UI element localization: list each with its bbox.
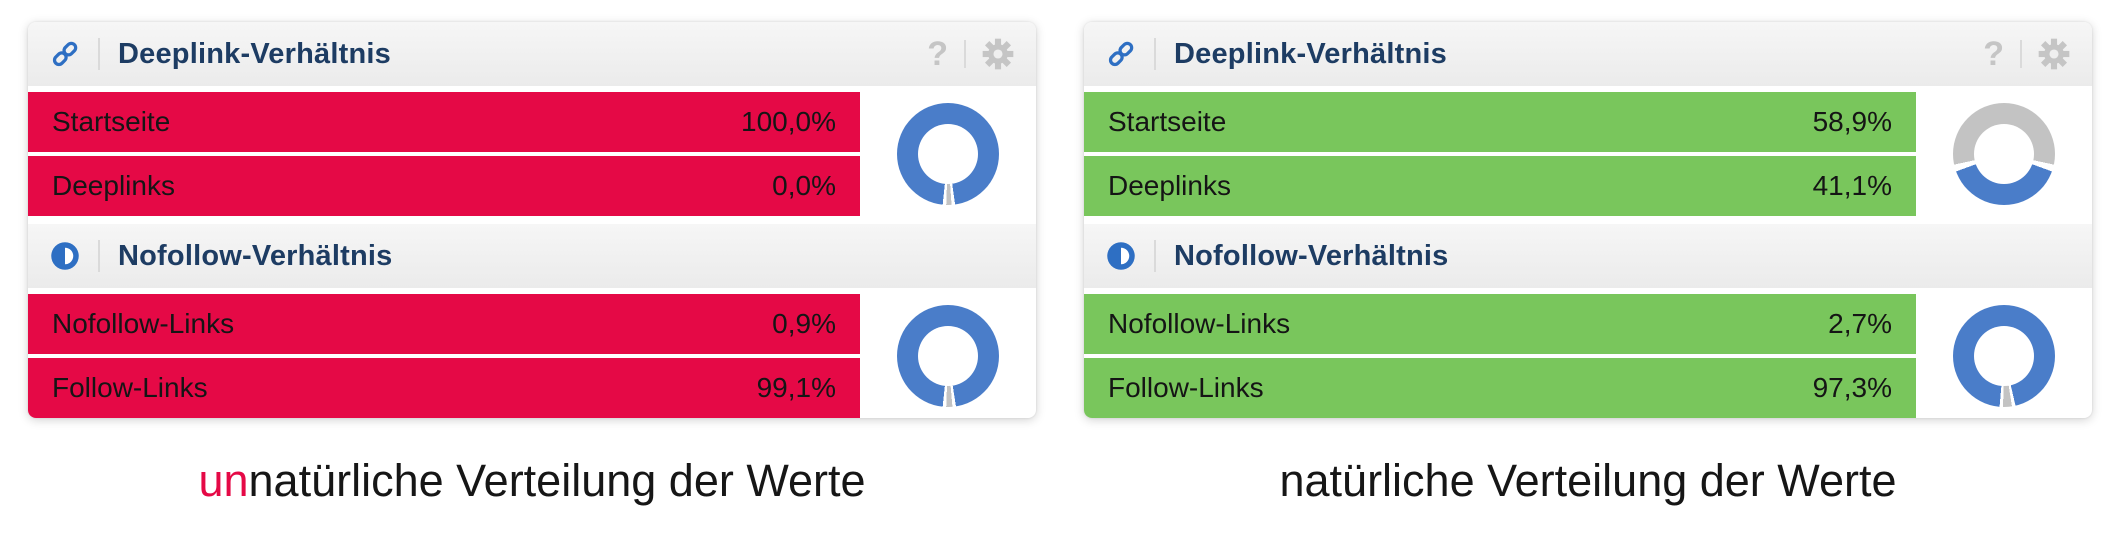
deeplink-ratio-widget: Deeplink-Verhältnis ? — [1084, 22, 2092, 216]
widget-header: Deeplink-Verhältnis ? — [1084, 22, 2092, 86]
metric-value: 99,1% — [756, 372, 836, 403]
widget-header: Nofollow-Verhältnis — [1084, 224, 2092, 288]
widget-panel-natural: Deeplink-Verhältnis ? — [1084, 22, 2092, 418]
donut-chart — [1953, 305, 2055, 407]
metric-label: Follow-Links — [1108, 372, 1264, 403]
donut-hole — [918, 124, 978, 184]
metric-label: Nofollow-Links — [52, 308, 235, 339]
link-icon — [1108, 41, 1134, 67]
caption-natural: natürliche Verteilung der Werte — [1084, 455, 2092, 507]
header-divider — [98, 38, 100, 70]
widget-title: Nofollow-Verhältnis — [1174, 239, 1449, 272]
caption-text: natürliche Verteilung der Werte — [248, 455, 866, 506]
metric-label: Deeplinks — [1108, 170, 1231, 201]
widget-title: Nofollow-Verhältnis — [118, 239, 393, 272]
metric-value: 2,7% — [1828, 308, 1892, 339]
nofollow-ratio-widget: Nofollow-Verhältnis Nofollow-Links 2,7% … — [1084, 224, 2092, 418]
header-divider — [2020, 40, 2022, 68]
metric-value: 0,0% — [772, 170, 836, 201]
donut-hole — [918, 326, 978, 386]
metric-row: Startseite 58,9% — [1084, 92, 1916, 152]
header-divider — [1154, 38, 1156, 70]
deeplink-ratio-widget: Deeplink-Verhältnis ? — [28, 22, 1036, 216]
link-icon — [52, 41, 78, 67]
metric-value: 0,9% — [772, 308, 836, 339]
gear-icon[interactable] — [982, 38, 1014, 70]
metric-label: Startseite — [52, 106, 171, 137]
widget-header: Nofollow-Verhältnis — [28, 224, 1036, 288]
widget-title: Deeplink-Verhältnis — [1174, 37, 1447, 70]
metric-row: Startseite 100,0% — [28, 92, 860, 152]
header-divider — [964, 40, 966, 68]
metric-label: Nofollow-Links — [1108, 308, 1291, 339]
contrast-icon — [51, 242, 79, 270]
metric-label: Deeplinks — [52, 170, 175, 201]
help-icon[interactable]: ? — [927, 35, 948, 73]
help-icon[interactable]: ? — [1983, 35, 2004, 73]
metric-label: Startseite — [1108, 106, 1227, 137]
metric-value: 41,1% — [1812, 170, 1892, 201]
metric-row: Nofollow-Links 2,7% — [1084, 294, 1916, 354]
metric-value: 100,0% — [741, 106, 836, 137]
header-divider — [1154, 240, 1156, 272]
caption-unnatural: unnatürliche Verteilung der Werte — [28, 455, 1036, 507]
donut-chart — [897, 305, 999, 407]
header-divider — [98, 240, 100, 272]
metric-row: Deeplinks 0,0% — [28, 156, 860, 216]
nofollow-ratio-widget: Nofollow-Verhältnis Nofollow-Links 0,9% … — [28, 224, 1036, 418]
metric-value: 58,9% — [1812, 106, 1892, 137]
metric-row: Nofollow-Links 0,9% — [28, 294, 860, 354]
caption-text: natürliche Verteilung der Werte — [1279, 455, 1897, 506]
metric-row: Deeplinks 41,1% — [1084, 156, 1916, 216]
metric-label: Follow-Links — [52, 372, 208, 403]
widget-title: Deeplink-Verhältnis — [118, 37, 391, 70]
contrast-icon — [1107, 242, 1135, 270]
donut-hole — [1974, 124, 2034, 184]
donut-chart — [897, 103, 999, 205]
gear-icon[interactable] — [2038, 38, 2070, 70]
donut-chart — [1953, 103, 2055, 205]
metric-row: Follow-Links 97,3% — [1084, 358, 1916, 418]
widget-panel-unnatural: Deeplink-Verhältnis ? — [28, 22, 1036, 418]
caption-highlight: un — [198, 455, 249, 506]
metric-value: 97,3% — [1812, 372, 1892, 403]
widget-header: Deeplink-Verhältnis ? — [28, 22, 1036, 86]
metric-row: Follow-Links 99,1% — [28, 358, 860, 418]
donut-hole — [1974, 326, 2034, 386]
